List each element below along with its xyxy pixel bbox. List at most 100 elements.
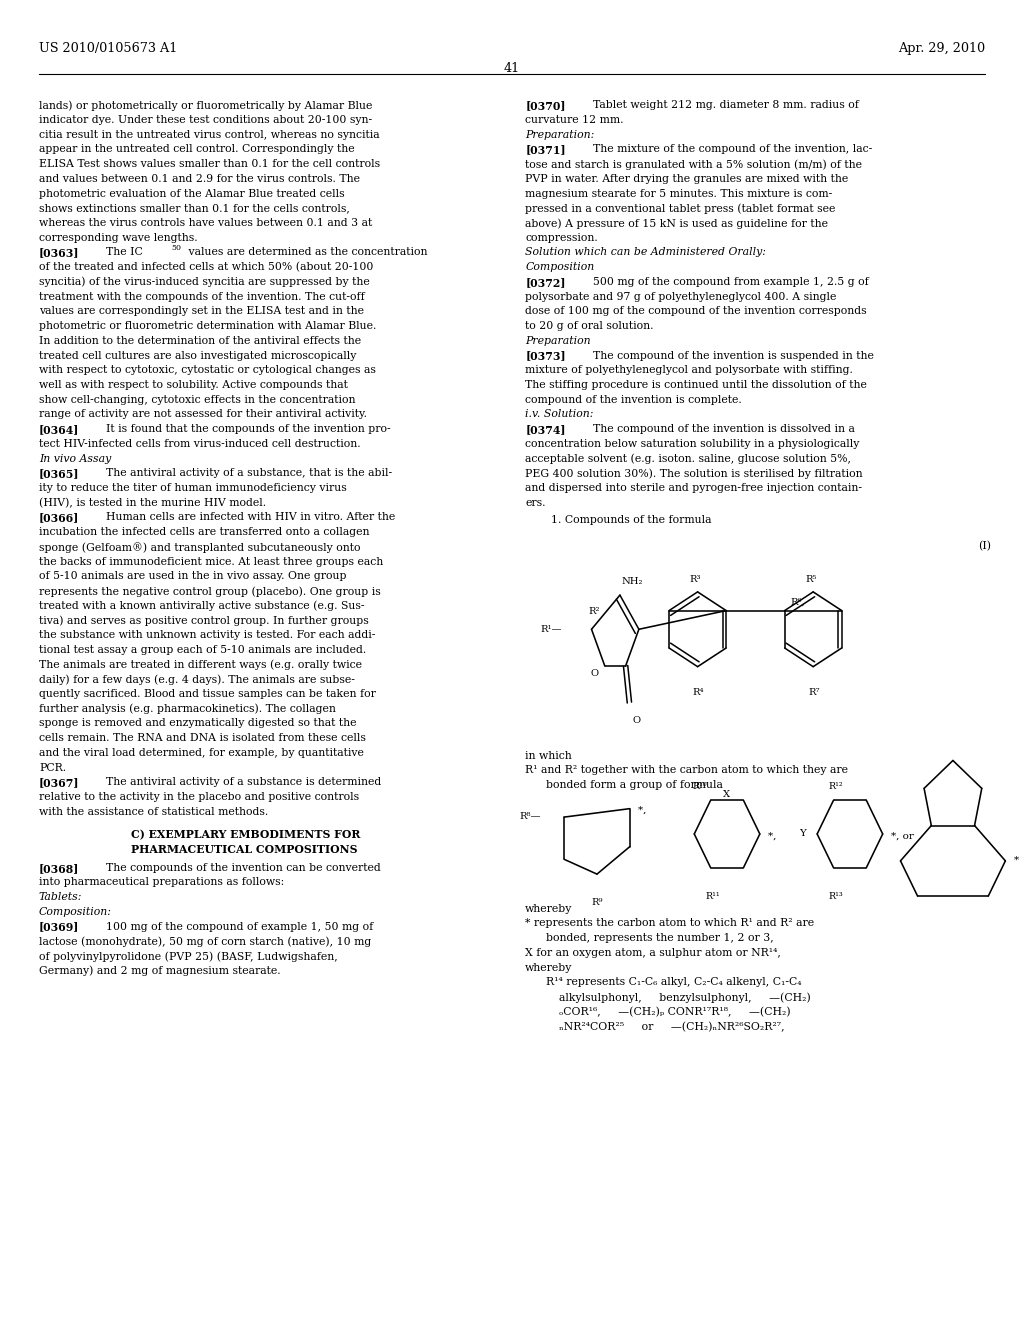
Text: alkylsulphonyl,     benzylsulphonyl,     —(CH₂): alkylsulphonyl, benzylsulphonyl, —(CH₂)	[559, 993, 811, 1003]
Text: It is found that the compounds of the invention pro-: It is found that the compounds of the in…	[92, 424, 391, 434]
Text: compound of the invention is complete.: compound of the invention is complete.	[525, 395, 742, 405]
Text: X: X	[723, 789, 730, 799]
Text: R⁸—: R⁸—	[519, 812, 541, 821]
Text: mixture of polyethyleneglycol and polysorbate with stiffing.: mixture of polyethyleneglycol and polyso…	[525, 366, 853, 375]
Text: O: O	[633, 715, 641, 725]
Text: lands) or photometrically or fluorometrically by Alamar Blue: lands) or photometrically or fluorometri…	[39, 100, 373, 111]
Text: polysorbate and 97 g of polyethyleneglycol 400. A single: polysorbate and 97 g of polyethyleneglyc…	[525, 292, 837, 302]
Text: tect HIV-infected cells from virus-induced cell destruction.: tect HIV-infected cells from virus-induc…	[39, 438, 360, 449]
Text: sponge is removed and enzymatically digested so that the: sponge is removed and enzymatically dige…	[39, 718, 356, 729]
Text: represents the negative control group (placebo). One group is: represents the negative control group (p…	[39, 586, 381, 597]
Text: R⁶,: R⁶,	[791, 598, 806, 606]
Text: the substance with unknown activity is tested. For each addi-: the substance with unknown activity is t…	[39, 630, 375, 640]
Text: corresponding wave lengths.: corresponding wave lengths.	[39, 232, 198, 243]
Text: Solution which can be Administered Orally:: Solution which can be Administered Orall…	[525, 247, 766, 257]
Text: R¹¹: R¹¹	[706, 891, 720, 900]
Text: R⁴: R⁴	[692, 688, 703, 697]
Text: of polyvinylpyrolidone (PVP 25) (BASF, Ludwigshafen,: of polyvinylpyrolidone (PVP 25) (BASF, L…	[39, 950, 338, 961]
Text: ers.: ers.	[525, 498, 546, 508]
Text: R¹—: R¹—	[541, 626, 562, 635]
Text: In vivo Assay: In vivo Assay	[39, 454, 112, 463]
Text: [0373]: [0373]	[525, 351, 566, 362]
Text: bonded form a group of formula: bonded form a group of formula	[546, 780, 723, 789]
Text: incubation the infected cells are transferred onto a collagen: incubation the infected cells are transf…	[39, 527, 370, 537]
Text: *: *	[1014, 855, 1019, 865]
Text: 100 mg of the compound of example 1, 50 mg of: 100 mg of the compound of example 1, 50 …	[92, 921, 374, 932]
Text: indicator dye. Under these test conditions about 20-100 syn-: indicator dye. Under these test conditio…	[39, 115, 372, 125]
Text: 500 mg of the compound from example 1, 2.5 g of: 500 mg of the compound from example 1, 2…	[579, 277, 868, 286]
Text: into pharmaceutical preparations as follows:: into pharmaceutical preparations as foll…	[39, 878, 285, 887]
Text: Apr. 29, 2010: Apr. 29, 2010	[898, 42, 985, 55]
Text: PVP in water. After drying the granules are mixed with the: PVP in water. After drying the granules …	[525, 174, 849, 183]
Text: syncitia) of the virus-induced syncitia are suppressed by the: syncitia) of the virus-induced syncitia …	[39, 277, 370, 288]
Text: Tablet weight 212 mg. diameter 8 mm. radius of: Tablet weight 212 mg. diameter 8 mm. rad…	[579, 100, 858, 111]
Text: ₙNR²⁴COR²⁵     or     —(CH₂)ₙNR²⁶SO₂R²⁷,: ₙNR²⁴COR²⁵ or —(CH₂)ₙNR²⁶SO₂R²⁷,	[559, 1022, 784, 1032]
Text: of the treated and infected cells at which 50% (about 20-100: of the treated and infected cells at whi…	[39, 263, 374, 272]
Text: O: O	[591, 668, 599, 677]
Text: R¹⁰: R¹⁰	[692, 781, 707, 791]
Text: further analysis (e.g. pharmacokinetics). The collagen: further analysis (e.g. pharmacokinetics)…	[39, 704, 336, 714]
Text: R⁷: R⁷	[808, 688, 819, 697]
Text: The compounds of the invention can be converted: The compounds of the invention can be co…	[92, 863, 381, 873]
Text: R⁵: R⁵	[805, 574, 816, 583]
Text: Composition: Composition	[525, 263, 595, 272]
Text: photometric or fluorometric determination with Alamar Blue.: photometric or fluorometric determinatio…	[39, 321, 376, 331]
Text: values are correspondingly set in the ELISA test and in the: values are correspondingly set in the EL…	[39, 306, 364, 317]
Text: daily) for a few days (e.g. 4 days). The animals are subse-: daily) for a few days (e.g. 4 days). The…	[39, 675, 354, 685]
Text: and values between 0.1 and 2.9 for the virus controls. The: and values between 0.1 and 2.9 for the v…	[39, 174, 359, 183]
Text: relative to the activity in the placebo and positive controls: relative to the activity in the placebo …	[39, 792, 359, 803]
Text: The IC: The IC	[92, 247, 143, 257]
Text: lactose (monohydrate), 50 mg of corn starch (native), 10 mg: lactose (monohydrate), 50 mg of corn sta…	[39, 936, 371, 946]
Text: the backs of immunodeficient mice. At least three groups each: the backs of immunodeficient mice. At le…	[39, 557, 383, 566]
Text: 41: 41	[504, 62, 520, 75]
Text: [0369]: [0369]	[39, 921, 79, 933]
Text: PHARMACEUTICAL COMPOSITIONS: PHARMACEUTICAL COMPOSITIONS	[131, 843, 357, 854]
Text: magnesium stearate for 5 minutes. This mixture is com-: magnesium stearate for 5 minutes. This m…	[525, 189, 833, 198]
Text: to 20 g of oral solution.: to 20 g of oral solution.	[525, 321, 653, 331]
Text: US 2010/0105673 A1: US 2010/0105673 A1	[39, 42, 177, 55]
Text: *,: *,	[638, 807, 649, 814]
Text: The compound of the invention is suspended in the: The compound of the invention is suspend…	[579, 351, 873, 360]
Text: Composition:: Composition:	[39, 907, 112, 917]
Text: with respect to cytotoxic, cytostatic or cytological changes as: with respect to cytotoxic, cytostatic or…	[39, 366, 376, 375]
Text: quently sacrificed. Blood and tissue samples can be taken for: quently sacrificed. Blood and tissue sam…	[39, 689, 376, 700]
Text: curvature 12 mm.: curvature 12 mm.	[525, 115, 624, 125]
Text: appear in the untreated cell control. Correspondingly the: appear in the untreated cell control. Co…	[39, 144, 354, 154]
Text: [0374]: [0374]	[525, 424, 566, 436]
Text: C) EXEMPLARY EMBODIMENTS FOR: C) EXEMPLARY EMBODIMENTS FOR	[131, 829, 360, 840]
Text: dose of 100 mg of the compound of the invention corresponds: dose of 100 mg of the compound of the in…	[525, 306, 867, 317]
Text: photometric evaluation of the Alamar Blue treated cells: photometric evaluation of the Alamar Blu…	[39, 189, 344, 198]
Text: Y: Y	[799, 829, 806, 838]
Text: [0363]: [0363]	[39, 247, 80, 259]
Text: R¹²: R¹²	[828, 781, 843, 791]
Text: Preparation:: Preparation:	[525, 129, 595, 140]
Text: tiva) and serves as positive control group. In further groups: tiva) and serves as positive control gro…	[39, 615, 369, 626]
Text: * represents the carbon atom to which R¹ and R² are: * represents the carbon atom to which R¹…	[525, 919, 814, 928]
Text: [0370]: [0370]	[525, 100, 566, 111]
Text: [0366]: [0366]	[39, 512, 79, 524]
Text: *,: *,	[768, 832, 779, 841]
Text: well as with respect to solubility. Active compounds that: well as with respect to solubility. Acti…	[39, 380, 348, 389]
Text: and dispersed into sterile and pyrogen-free injection contain-: and dispersed into sterile and pyrogen-f…	[525, 483, 862, 492]
Text: with the assistance of statistical methods.: with the assistance of statistical metho…	[39, 807, 268, 817]
Text: Tablets:: Tablets:	[39, 892, 82, 902]
Text: The antiviral activity of a substance, that is the abil-: The antiviral activity of a substance, t…	[92, 469, 392, 478]
Text: [0371]: [0371]	[525, 144, 566, 156]
Text: R³: R³	[689, 574, 700, 583]
Text: NH₂: NH₂	[622, 577, 643, 586]
Text: i.v. Solution:: i.v. Solution:	[525, 409, 594, 420]
Text: [0372]: [0372]	[525, 277, 566, 288]
Text: ₒCOR¹⁶,     —(CH₂)ₚ CONR¹⁷R¹⁸,     —(CH₂): ₒCOR¹⁶, —(CH₂)ₚ CONR¹⁷R¹⁸, —(CH₂)	[559, 1007, 791, 1016]
Text: tional test assay a group each of 5-10 animals are included.: tional test assay a group each of 5-10 a…	[39, 645, 367, 655]
Text: R¹ and R² together with the carbon atom to which they are: R¹ and R² together with the carbon atom …	[525, 766, 848, 775]
Text: R⁹: R⁹	[592, 898, 603, 907]
Text: pressed in a conventional tablet press (tablet format see: pressed in a conventional tablet press (…	[525, 203, 836, 214]
Text: (I): (I)	[978, 541, 991, 550]
Text: ELISA Test shows values smaller than 0.1 for the cell controls: ELISA Test shows values smaller than 0.1…	[39, 160, 380, 169]
Text: whereas the virus controls have values between 0.1 and 3 at: whereas the virus controls have values b…	[39, 218, 372, 228]
Text: 50: 50	[171, 244, 181, 252]
Text: and the viral load determined, for example, by quantitative: and the viral load determined, for examp…	[39, 748, 364, 758]
Text: treated with a known antivirally active substance (e.g. Sus-: treated with a known antivirally active …	[39, 601, 365, 611]
Text: tose and starch is granulated with a 5% solution (m/m) of the: tose and starch is granulated with a 5% …	[525, 160, 862, 170]
Text: of 5-10 animals are used in the in vivo assay. One group: of 5-10 animals are used in the in vivo …	[39, 572, 346, 581]
